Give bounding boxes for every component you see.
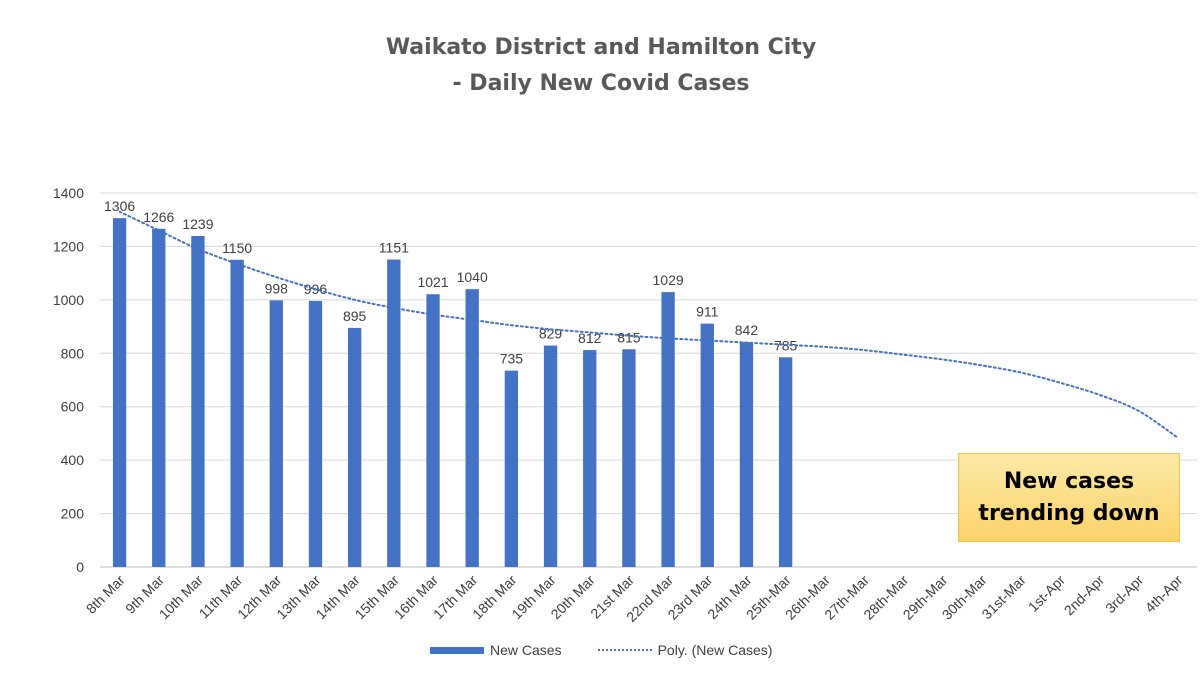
bar <box>661 292 675 567</box>
bar <box>308 300 323 567</box>
bar <box>426 294 440 567</box>
bar-data-label: 1266 <box>143 209 174 225</box>
chart-subtitle: - Daily New Covid Cases <box>452 71 750 96</box>
bar-data-label: 1306 <box>104 198 135 214</box>
bar-data-label: 812 <box>578 330 602 346</box>
legend-label-poly: Poly. (New Cases) <box>657 642 773 658</box>
bar <box>191 236 205 567</box>
bar <box>348 327 362 567</box>
chart-title: Waikato District and Hamilton City - Dai… <box>0 30 1202 102</box>
bar <box>543 345 558 567</box>
chart-title-line1: Waikato District and Hamilton City <box>385 35 817 60</box>
bar <box>269 300 283 567</box>
x-tick-label: 31st-Mar <box>978 572 1029 623</box>
bar-data-label: 1029 <box>653 272 684 288</box>
legend-label-new-cases: New Cases <box>490 642 562 658</box>
y-tick-label: 600 <box>61 399 85 415</box>
y-tick-label: 1000 <box>53 292 84 308</box>
bar-data-label: 1239 <box>182 216 213 232</box>
y-tick-label: 1400 <box>53 185 84 201</box>
bar-data-label: 1040 <box>457 269 488 285</box>
trendline <box>118 210 1179 439</box>
bar <box>778 357 793 567</box>
legend-trendline-swatch <box>597 649 652 651</box>
legend-bar-swatch <box>430 646 484 654</box>
bar-data-label: 842 <box>735 322 759 338</box>
bar <box>504 370 519 567</box>
y-tick-label: 200 <box>61 506 85 522</box>
chart-legend: New Cases Poly. (New Cases) <box>430 642 772 658</box>
y-tick-label: 800 <box>61 345 85 361</box>
bar <box>622 349 636 567</box>
callout-line-1: New cases <box>1003 468 1135 494</box>
trend-callout-box: New cases trending down <box>958 453 1180 542</box>
bar <box>387 259 401 567</box>
bar-data-label: 1150 <box>222 240 252 256</box>
bar-data-label: 735 <box>500 351 524 367</box>
bar <box>465 289 479 567</box>
x-tick-label: 3rd-Apr <box>1102 572 1147 617</box>
y-tick-label: 0 <box>76 559 84 575</box>
bar <box>230 259 244 567</box>
x-tick-label: 8th Mar <box>83 572 128 617</box>
x-tick-label: 2nd-Apr <box>1061 572 1108 619</box>
y-tick-label: 400 <box>61 452 85 468</box>
y-tick-label: 1200 <box>53 238 84 254</box>
bar-data-label: 1021 <box>417 274 448 290</box>
bar-data-label: 815 <box>617 329 641 345</box>
bar <box>700 323 714 567</box>
bar <box>739 342 754 567</box>
bar <box>112 218 127 567</box>
bar-data-label: 998 <box>265 280 289 296</box>
bar <box>583 350 597 567</box>
bar-data-label: 1151 <box>379 240 409 256</box>
bar <box>152 228 166 567</box>
callout-line-2: trending down <box>978 500 1160 526</box>
bar-data-label: 911 <box>696 304 719 320</box>
bar-data-label: 895 <box>343 308 367 324</box>
x-tick-label: 4th-Apr <box>1142 572 1186 616</box>
